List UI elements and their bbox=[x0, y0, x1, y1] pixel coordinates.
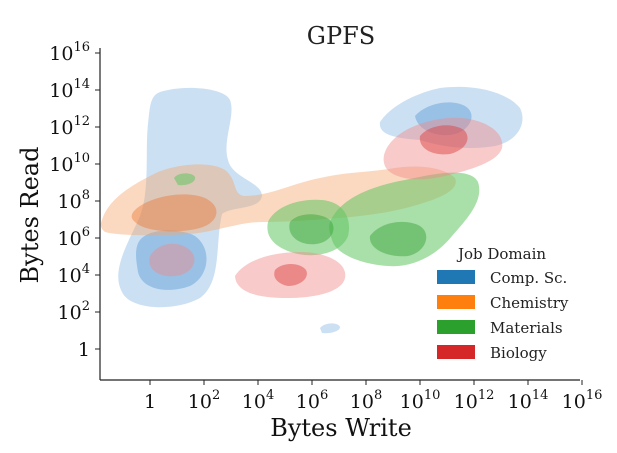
materials-inner bbox=[289, 214, 427, 257]
legend-label-biology: Biology bbox=[490, 344, 547, 362]
series-biology bbox=[149, 117, 503, 298]
x-ticks: 1 102 104 106 108 1010 1012 1014 1016 bbox=[144, 380, 602, 413]
chemistry-inner bbox=[131, 194, 217, 232]
x-axis-label: Bytes Write bbox=[270, 414, 412, 442]
x-tick-label: 106 bbox=[296, 388, 328, 413]
legend-title: Job Domain bbox=[456, 245, 546, 263]
chemistry-core bbox=[131, 194, 217, 232]
legend-label-materials: Materials bbox=[490, 319, 563, 337]
materials-mid-cloud bbox=[267, 199, 350, 256]
density-layer bbox=[100, 86, 523, 334]
x-tick-label: 1 bbox=[144, 391, 156, 413]
x-tick-label: 1010 bbox=[400, 388, 441, 413]
legend-swatch-chemistry bbox=[437, 295, 475, 309]
x-tick-label: 108 bbox=[350, 388, 382, 413]
biology-core-mid bbox=[274, 264, 307, 286]
legend: Job Domain Comp. Sc. Chemistry Materials Bi… bbox=[437, 245, 569, 362]
y-tick-label: 1016 bbox=[49, 40, 90, 65]
legend-swatch-comp-sc bbox=[437, 270, 475, 284]
materials-right-cloud bbox=[329, 172, 480, 267]
series-comp-sc bbox=[118, 86, 523, 334]
chart-title: GPFS bbox=[307, 22, 375, 50]
legend-entries: Comp. Sc. Chemistry Materials Biology bbox=[437, 269, 569, 362]
comp-sc-small-island bbox=[320, 323, 340, 334]
legend-label-comp-sc: Comp. Sc. bbox=[490, 269, 567, 287]
biology-high-cloud bbox=[383, 117, 503, 180]
x-tick-label: 1012 bbox=[454, 388, 495, 413]
comp-sc-core-low bbox=[136, 230, 207, 290]
series-materials bbox=[174, 172, 480, 267]
y-tick-label: 102 bbox=[58, 299, 90, 324]
x-tick-label: 104 bbox=[242, 388, 274, 413]
y-tick-label: 104 bbox=[58, 262, 90, 287]
comp-sc-inner bbox=[136, 102, 472, 290]
y-tick-label: 1 bbox=[78, 339, 90, 361]
biology-core-high bbox=[419, 125, 468, 155]
biology-low-cloud bbox=[149, 243, 195, 277]
y-tick-label: 108 bbox=[58, 188, 90, 213]
y-axis-label: Bytes Read bbox=[16, 147, 44, 284]
y-tick-label: 1014 bbox=[49, 77, 90, 102]
y-tick-label: 106 bbox=[58, 225, 90, 250]
materials-small-island bbox=[174, 173, 196, 186]
comp-sc-outer-cloud bbox=[118, 87, 262, 308]
comp-sc-high-cloud bbox=[379, 86, 523, 148]
y-tick-label: 1010 bbox=[49, 151, 90, 176]
y-tick-label: 1012 bbox=[49, 114, 90, 139]
materials-core-mid bbox=[289, 214, 334, 245]
comp-sc-core-high bbox=[415, 102, 472, 136]
legend-swatch-biology bbox=[437, 345, 475, 359]
biology-mid-cloud bbox=[235, 252, 346, 298]
x-tick-label: 1014 bbox=[508, 388, 549, 413]
x-tick-label: 1016 bbox=[562, 388, 603, 413]
y-ticks: 1 102 104 106 108 1010 1012 1014 1016 bbox=[49, 40, 100, 361]
legend-label-chemistry: Chemistry bbox=[490, 294, 569, 312]
materials-core-right bbox=[369, 221, 427, 257]
x-tick-label: 102 bbox=[188, 388, 220, 413]
legend-swatch-materials bbox=[437, 320, 475, 334]
biology-inner bbox=[274, 125, 468, 286]
